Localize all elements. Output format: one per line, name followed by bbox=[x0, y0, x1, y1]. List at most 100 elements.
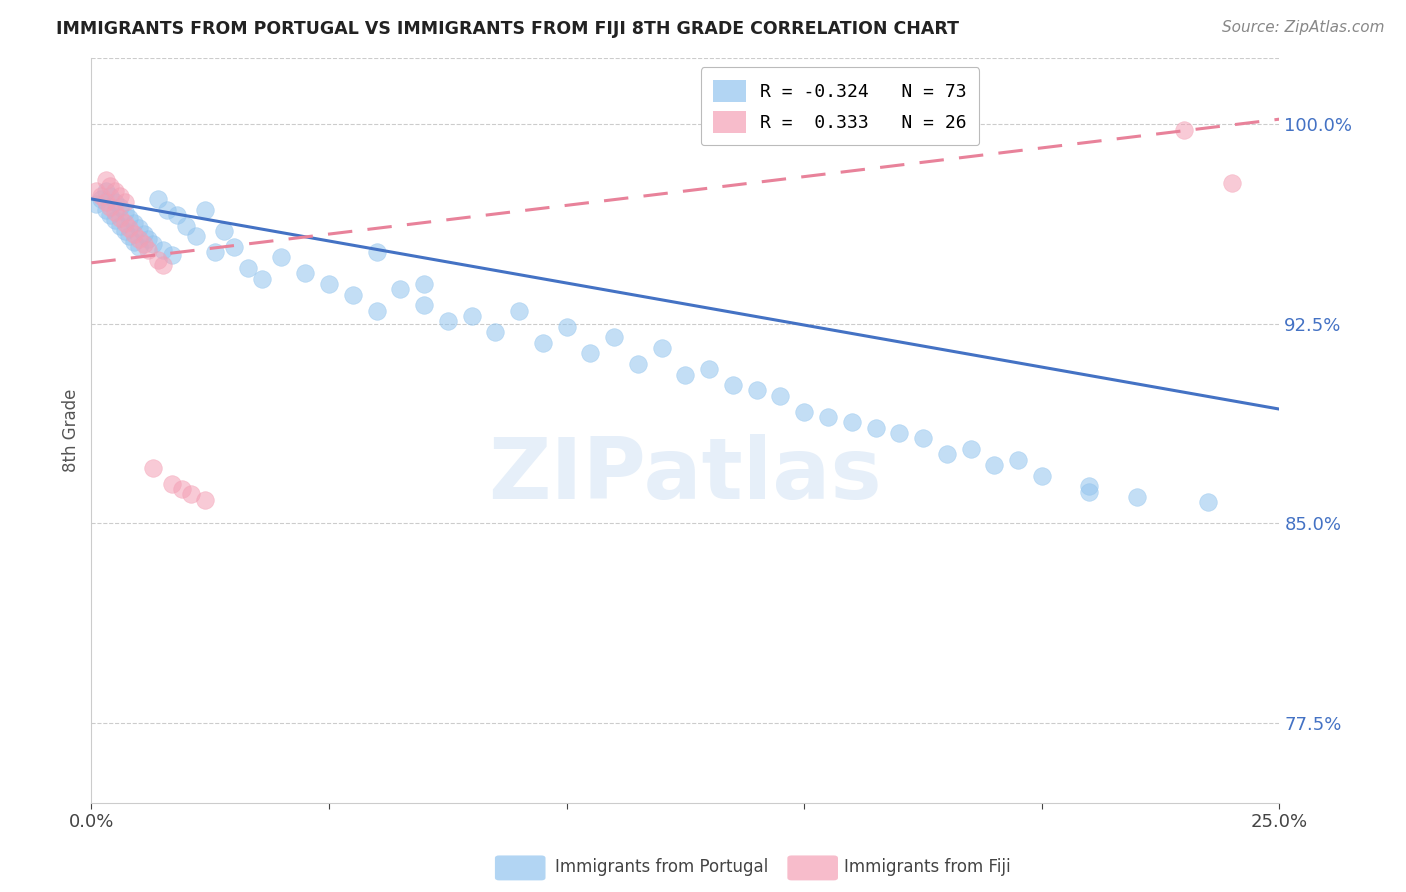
Point bbox=[793, 405, 815, 419]
Point bbox=[579, 346, 602, 360]
Point bbox=[94, 194, 117, 209]
Point bbox=[366, 245, 388, 260]
Point bbox=[118, 221, 141, 235]
Point bbox=[184, 229, 207, 244]
Point bbox=[100, 208, 122, 222]
Point bbox=[138, 232, 160, 246]
Y-axis label: 8th Grade: 8th Grade bbox=[62, 389, 80, 472]
Point bbox=[122, 235, 145, 249]
Text: Immigrants from Portugal: Immigrants from Portugal bbox=[555, 858, 769, 876]
Point bbox=[128, 221, 150, 235]
Point bbox=[436, 314, 458, 328]
Point bbox=[94, 173, 117, 187]
Point bbox=[366, 303, 388, 318]
Point bbox=[983, 458, 1005, 472]
Point bbox=[673, 368, 696, 382]
Point bbox=[721, 378, 744, 392]
Point bbox=[460, 309, 482, 323]
Point bbox=[508, 303, 530, 318]
Point bbox=[132, 227, 155, 241]
Point bbox=[841, 416, 863, 430]
Point bbox=[1197, 495, 1219, 509]
Point bbox=[114, 194, 136, 209]
Point bbox=[389, 282, 412, 296]
Point bbox=[180, 487, 202, 501]
Point bbox=[959, 442, 981, 456]
Point bbox=[889, 425, 911, 440]
Point bbox=[1126, 490, 1149, 504]
Point bbox=[160, 476, 183, 491]
Point bbox=[100, 189, 122, 203]
Point bbox=[865, 421, 887, 435]
Point bbox=[194, 202, 217, 217]
Point bbox=[413, 277, 436, 291]
Text: Immigrants from Fiji: Immigrants from Fiji bbox=[844, 858, 1011, 876]
Point bbox=[108, 189, 131, 203]
Legend: R = -0.324   N = 73, R =  0.333   N = 26: R = -0.324 N = 73, R = 0.333 N = 26 bbox=[700, 67, 980, 145]
Point bbox=[146, 192, 169, 206]
Point bbox=[294, 267, 316, 281]
Point bbox=[214, 224, 236, 238]
Point bbox=[194, 492, 217, 507]
Point bbox=[104, 213, 127, 227]
Point bbox=[100, 178, 122, 193]
Point bbox=[138, 243, 160, 257]
Text: Source: ZipAtlas.com: Source: ZipAtlas.com bbox=[1222, 20, 1385, 35]
Point bbox=[603, 330, 626, 344]
Point bbox=[84, 197, 107, 211]
Point bbox=[413, 298, 436, 312]
Point bbox=[484, 325, 506, 339]
Point bbox=[252, 272, 274, 286]
Point bbox=[817, 410, 839, 425]
Point bbox=[128, 232, 150, 246]
Point bbox=[156, 202, 179, 217]
Point bbox=[114, 224, 136, 238]
Point bbox=[697, 362, 720, 376]
Point bbox=[1173, 123, 1195, 137]
Point bbox=[170, 482, 193, 496]
Point bbox=[531, 335, 554, 350]
Point bbox=[1078, 479, 1101, 493]
Point bbox=[132, 237, 155, 252]
Text: IMMIGRANTS FROM PORTUGAL VS IMMIGRANTS FROM FIJI 8TH GRADE CORRELATION CHART: IMMIGRANTS FROM PORTUGAL VS IMMIGRANTS F… bbox=[56, 20, 959, 37]
Point bbox=[84, 184, 107, 198]
Point bbox=[204, 245, 226, 260]
Point bbox=[935, 447, 957, 461]
Point bbox=[152, 259, 174, 273]
Point bbox=[1031, 468, 1053, 483]
Point bbox=[1007, 452, 1029, 467]
Point bbox=[166, 208, 188, 222]
Point bbox=[627, 357, 650, 371]
Point bbox=[104, 205, 127, 219]
Point bbox=[146, 253, 169, 268]
Point bbox=[1220, 176, 1243, 190]
Point bbox=[911, 431, 934, 445]
Point bbox=[108, 211, 131, 225]
Point bbox=[1078, 484, 1101, 499]
Point bbox=[176, 219, 198, 233]
Point bbox=[142, 237, 165, 252]
Point bbox=[114, 205, 136, 219]
Point bbox=[90, 192, 112, 206]
Text: ZIPatlas: ZIPatlas bbox=[488, 434, 883, 516]
Point bbox=[90, 189, 112, 203]
Point bbox=[222, 240, 245, 254]
Point bbox=[104, 184, 127, 198]
Point bbox=[114, 216, 136, 230]
Point bbox=[769, 389, 792, 403]
Point bbox=[104, 194, 127, 209]
Point bbox=[342, 287, 364, 301]
Point bbox=[651, 341, 673, 355]
Point bbox=[122, 227, 145, 241]
Point bbox=[152, 243, 174, 257]
Point bbox=[555, 319, 578, 334]
Point bbox=[238, 261, 260, 276]
Point bbox=[108, 200, 131, 214]
Point bbox=[160, 248, 183, 262]
Point bbox=[118, 211, 141, 225]
Point bbox=[142, 460, 165, 475]
Point bbox=[118, 229, 141, 244]
Point bbox=[94, 202, 117, 217]
Point bbox=[108, 219, 131, 233]
Point bbox=[122, 216, 145, 230]
